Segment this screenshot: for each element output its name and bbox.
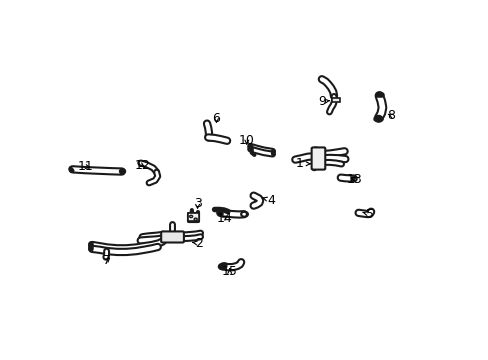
FancyBboxPatch shape: [161, 231, 183, 243]
Text: 13: 13: [346, 172, 362, 185]
Text: 8: 8: [386, 109, 394, 122]
Text: 15: 15: [222, 265, 237, 278]
Text: 3: 3: [193, 198, 201, 211]
Text: 10: 10: [239, 134, 254, 147]
Text: 11: 11: [78, 160, 93, 173]
Text: 5: 5: [362, 208, 373, 221]
Bar: [188, 213, 198, 221]
Text: 7: 7: [102, 254, 110, 267]
Text: 6: 6: [212, 112, 220, 125]
Text: 12: 12: [135, 159, 150, 172]
Text: 9: 9: [318, 95, 329, 108]
Text: 4: 4: [262, 194, 275, 207]
FancyBboxPatch shape: [311, 148, 325, 170]
Text: 2: 2: [192, 237, 203, 250]
Text: 14: 14: [216, 212, 231, 225]
Text: 1: 1: [295, 157, 309, 170]
FancyBboxPatch shape: [331, 98, 339, 102]
